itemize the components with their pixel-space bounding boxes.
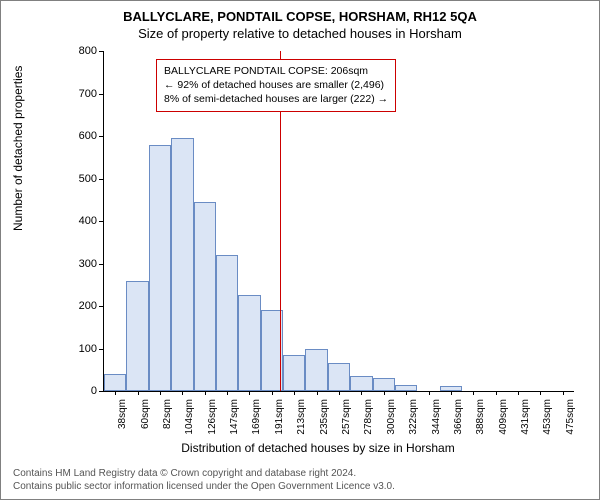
x-tick-label: 60sqm [140, 399, 151, 439]
page-title-2: Size of property relative to detached ho… [1, 24, 599, 41]
x-tick-label: 453sqm [542, 399, 553, 439]
y-axis-label: Number of detached properties [11, 66, 25, 231]
info-line-1: BALLYCLARE PONDTAIL COPSE: 206sqm [164, 64, 388, 78]
x-tick [429, 391, 430, 395]
page-title-1: BALLYCLARE, PONDTAIL COPSE, HORSHAM, RH1… [1, 1, 599, 24]
x-tick [249, 391, 250, 395]
histogram-bar [305, 349, 327, 392]
x-tick [339, 391, 340, 395]
x-tick-label: 344sqm [431, 399, 442, 439]
histogram-bar [238, 295, 260, 391]
y-tick-label: 700 [79, 88, 97, 100]
chart-box: 38sqm60sqm82sqm104sqm126sqm147sqm169sqm1… [103, 51, 574, 392]
histogram-bar [171, 138, 193, 391]
x-tick-label: 475sqm [565, 399, 576, 439]
y-tick-label: 400 [79, 215, 97, 227]
x-tick-label: 257sqm [341, 399, 352, 439]
y-tick-label: 500 [79, 173, 97, 185]
histogram-bar [216, 255, 238, 391]
histogram-bar [126, 281, 148, 392]
plot-area: 0100200300400500600700800 38sqm60sqm82sq… [63, 51, 573, 411]
x-tick-label: 431sqm [520, 399, 531, 439]
x-tick [182, 391, 183, 395]
x-tick [451, 391, 452, 395]
x-tick-label: 366sqm [453, 399, 464, 439]
x-tick [294, 391, 295, 395]
x-tick [473, 391, 474, 395]
y-tick-label: 100 [79, 343, 97, 355]
x-tick [496, 391, 497, 395]
x-tick-label: 278sqm [363, 399, 374, 439]
x-tick [406, 391, 407, 395]
histogram-bar [149, 145, 171, 392]
histogram-bar [194, 202, 216, 391]
x-tick-label: 38sqm [117, 399, 128, 439]
x-tick [115, 391, 116, 395]
x-tick [384, 391, 385, 395]
y-tick-label: 0 [91, 385, 97, 397]
x-tick-label: 300sqm [386, 399, 397, 439]
info-line-3: 8% of semi-detached houses are larger (2… [164, 92, 388, 106]
y-tick-label: 600 [79, 130, 97, 142]
x-tick [205, 391, 206, 395]
x-tick [361, 391, 362, 395]
footer-line-2: Contains public sector information licen… [13, 480, 395, 493]
histogram-bar [104, 374, 126, 391]
x-axis-label: Distribution of detached houses by size … [63, 441, 573, 455]
x-tick [160, 391, 161, 395]
x-tick-label: 409sqm [498, 399, 509, 439]
histogram-bar [373, 378, 395, 391]
footer-line-1: Contains HM Land Registry data © Crown c… [13, 467, 395, 480]
info-line-2: ← 92% of detached houses are smaller (2,… [164, 78, 388, 92]
x-tick-label: 388sqm [475, 399, 486, 439]
x-tick-label: 147sqm [229, 399, 240, 439]
x-tick [272, 391, 273, 395]
x-tick-label: 322sqm [408, 399, 419, 439]
x-tick [540, 391, 541, 395]
x-tick [518, 391, 519, 395]
x-tick-label: 104sqm [184, 399, 195, 439]
x-tick-label: 213sqm [296, 399, 307, 439]
histogram-bar [350, 376, 372, 391]
footer: Contains HM Land Registry data © Crown c… [13, 467, 395, 493]
y-tick-label: 200 [79, 300, 97, 312]
info-box: BALLYCLARE PONDTAIL COPSE: 206sqm ← 92% … [156, 59, 396, 112]
histogram-bar [328, 363, 350, 391]
x-tick-label: 191sqm [274, 399, 285, 439]
x-tick [138, 391, 139, 395]
y-tick-label: 800 [79, 45, 97, 57]
x-tick [227, 391, 228, 395]
x-tick [563, 391, 564, 395]
x-tick-label: 235sqm [319, 399, 330, 439]
x-tick-label: 126sqm [207, 399, 218, 439]
x-tick-label: 82sqm [162, 399, 173, 439]
y-tick-label: 300 [79, 258, 97, 270]
x-tick-label: 169sqm [251, 399, 262, 439]
y-axis: 0100200300400500600700800 [63, 51, 103, 411]
histogram-bar [283, 355, 305, 391]
x-tick [317, 391, 318, 395]
